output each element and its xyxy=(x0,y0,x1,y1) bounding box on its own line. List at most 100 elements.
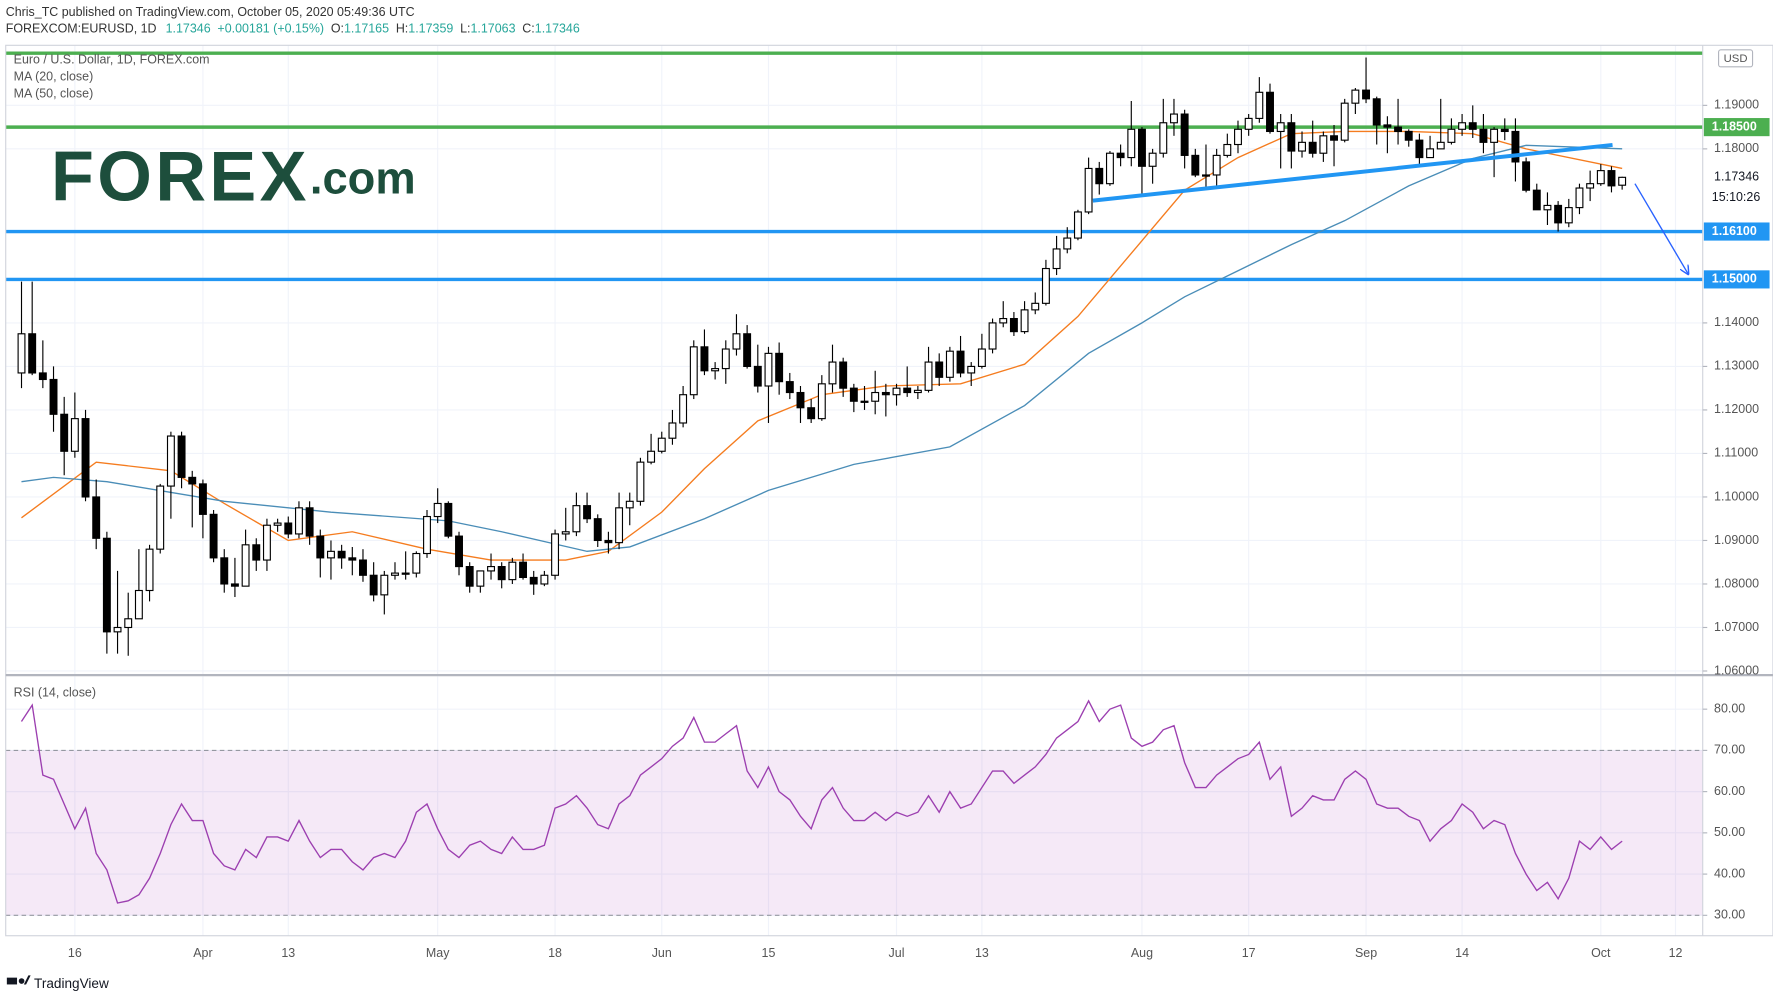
last: 1.17346 xyxy=(166,22,211,36)
candle-body xyxy=(1383,124,1392,128)
change: +0.00181 (+0.15%) xyxy=(217,22,324,36)
publisher: Chris_TC published on TradingView.com, O… xyxy=(6,5,415,19)
candle-body xyxy=(1351,89,1360,104)
x-tick-label: 15 xyxy=(762,946,776,960)
candle-body xyxy=(391,572,399,576)
x-tick-label: 12 xyxy=(1669,946,1683,960)
logo-suffix: .com xyxy=(310,152,416,203)
candle-body xyxy=(508,561,517,581)
candle-body xyxy=(956,350,965,374)
candle-body xyxy=(935,361,944,378)
y-tick-label: 70.00 xyxy=(1714,743,1745,757)
candle-body xyxy=(689,346,698,396)
candle-body xyxy=(1298,141,1306,152)
candle-body xyxy=(38,372,47,381)
candle-body xyxy=(1586,183,1595,189)
candle-body xyxy=(497,566,506,581)
candle-body xyxy=(1009,317,1018,333)
candle-body xyxy=(999,317,1008,324)
candle-body xyxy=(1137,128,1146,167)
rsi-band xyxy=(5,750,1703,916)
candle-body xyxy=(102,537,111,633)
countdown: 15:10:26 xyxy=(1712,190,1761,204)
candle-body xyxy=(1596,170,1605,185)
x-tick-label: 13 xyxy=(281,946,295,960)
candle-body xyxy=(423,515,431,555)
ohlc-label: C: xyxy=(522,22,534,36)
candle-body xyxy=(647,450,656,463)
candle-body xyxy=(892,387,901,396)
candle-body xyxy=(369,574,378,596)
candle-body xyxy=(583,505,592,520)
y-tick-label: 1.12000 xyxy=(1714,402,1759,416)
candle-body xyxy=(284,522,293,535)
y-tick-label: 1.18000 xyxy=(1714,141,1759,155)
arrow xyxy=(1634,183,1688,275)
candle-body xyxy=(1084,167,1093,213)
candle-body xyxy=(860,400,869,403)
candle-body xyxy=(1340,102,1349,141)
candle-body xyxy=(326,550,335,559)
candle-body xyxy=(70,418,79,452)
candle-body xyxy=(1031,302,1040,311)
candle-body xyxy=(1458,122,1467,130)
candle-body xyxy=(1073,211,1082,239)
candle-body xyxy=(1330,135,1338,141)
candle-body xyxy=(785,381,794,394)
y-tick-label: 30.00 xyxy=(1714,908,1745,922)
level-tag xyxy=(1703,222,1770,241)
candle-body xyxy=(1543,204,1552,211)
candle-body xyxy=(1191,154,1200,176)
candle-body xyxy=(17,333,26,374)
level-tag xyxy=(1703,270,1770,289)
level-tag-label: 1.16100 xyxy=(1712,224,1757,238)
candle-body xyxy=(1575,187,1584,209)
symbol: FOREXCOM:EURUSD, 1D xyxy=(6,22,157,36)
candle-body xyxy=(241,544,250,587)
candle-body xyxy=(92,496,101,539)
candle-body xyxy=(134,589,143,620)
price-pane xyxy=(5,51,1703,656)
candle-body xyxy=(967,365,976,374)
candle-body xyxy=(988,322,997,350)
x-tick-label: 17 xyxy=(1242,946,1256,960)
candle-body xyxy=(871,391,880,402)
x-tick-label: Jun xyxy=(652,946,672,960)
candle-body xyxy=(732,333,741,350)
candle-body xyxy=(1127,128,1136,159)
candle-body xyxy=(1105,152,1114,185)
y-tick-label: 1.10000 xyxy=(1714,489,1759,503)
candle-body xyxy=(1511,130,1520,163)
candle-body xyxy=(1266,91,1274,133)
y-tick-label: 1.19000 xyxy=(1714,98,1759,112)
candle-body xyxy=(1447,128,1456,143)
candle-body xyxy=(1234,128,1242,146)
candle-body xyxy=(166,435,175,487)
candle-body xyxy=(1052,248,1061,270)
symbol-line: FOREXCOM:EURUSD, 1D 1.17346 +0.00181 (+0.1… xyxy=(6,22,580,36)
candle-body xyxy=(700,346,709,372)
candle-body xyxy=(230,583,239,587)
candle-body xyxy=(668,422,677,439)
candle-body xyxy=(1436,141,1445,150)
candle-body xyxy=(849,387,858,402)
candle-body xyxy=(679,394,688,424)
candle-body xyxy=(444,502,453,537)
candle-body xyxy=(476,570,485,587)
x-tick-label: 18 xyxy=(548,946,562,960)
candle-body xyxy=(380,574,389,596)
candle-body xyxy=(209,513,218,559)
candle-body xyxy=(348,557,357,561)
candle-body xyxy=(1607,170,1616,187)
candle-body xyxy=(1618,176,1627,186)
candle-body xyxy=(1319,135,1328,154)
ohlc-value: 1.17165 xyxy=(344,22,389,36)
legend-entry: MA (20, close) xyxy=(14,69,94,83)
rsi-line xyxy=(20,699,1623,904)
currency-box xyxy=(1718,49,1754,68)
last-price-tag xyxy=(1703,168,1770,187)
x-tick-label: Jul xyxy=(889,946,905,960)
candle-body xyxy=(721,348,730,370)
candle-body xyxy=(604,539,613,544)
